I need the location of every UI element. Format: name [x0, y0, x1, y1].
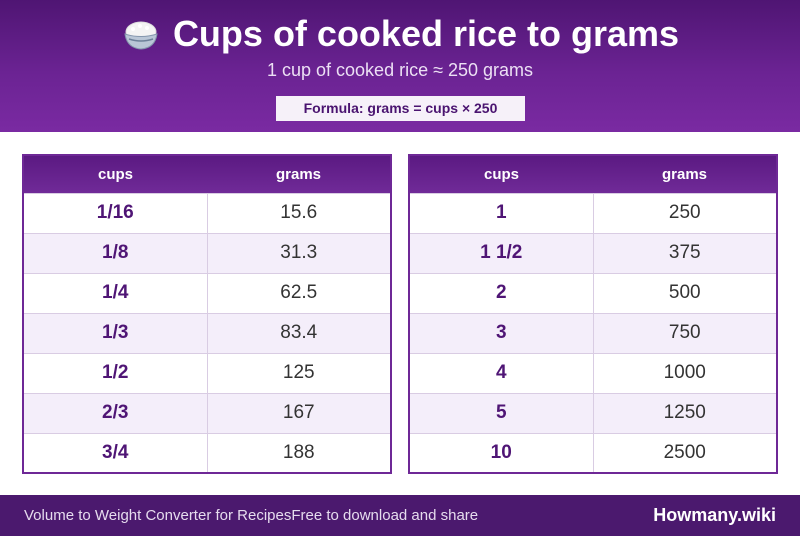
- grams-cell: 1000: [593, 352, 777, 393]
- cups-cell: 4: [409, 352, 594, 393]
- cups-cell: 5: [409, 392, 594, 433]
- grams-cell: 31.3: [207, 232, 391, 273]
- table-header-row: cups grams: [23, 155, 391, 193]
- cups-cell: 3: [409, 312, 594, 353]
- conversion-table-small: cups grams 1/16 15.6 1/8 31.3 1/4 62.5 1…: [22, 154, 392, 474]
- grams-cell: 2500: [593, 432, 777, 473]
- table-row: 1 250: [409, 192, 777, 233]
- table-row: 5 1250: [409, 392, 777, 433]
- grams-cell: 15.6: [207, 192, 391, 233]
- cups-cell: 3/4: [23, 432, 208, 473]
- cups-cell: 1/2: [23, 352, 208, 393]
- grams-cell: 62.5: [207, 272, 391, 313]
- table-header-row: cups grams: [409, 155, 777, 193]
- table-row: 1/2 125: [23, 352, 391, 393]
- subtitle: 1 cup of cooked rice ≈ 250 grams: [266, 60, 534, 80]
- grams-cell: 1250: [593, 392, 777, 433]
- cups-cell: 1/8: [23, 232, 208, 273]
- table-row: 1/4 62.5: [23, 272, 391, 313]
- table-row: 1/16 15.6: [23, 192, 391, 233]
- grams-cell: 188: [207, 432, 391, 473]
- cups-cell: 1/3: [23, 312, 208, 353]
- table-row: 3 750: [409, 312, 777, 353]
- rice-bowl-icon: [121, 15, 161, 53]
- page-title: Cups of cooked rice to grams: [0, 12, 800, 56]
- table-row: 3/4 188: [23, 432, 391, 473]
- table-row: 10 2500: [409, 432, 777, 473]
- cups-cell: 1/4: [23, 272, 208, 313]
- grams-cell: 500: [593, 272, 777, 313]
- conversion-table-large: cups grams 1 250 1 1/2 375 2 500 3 750 4…: [408, 154, 778, 474]
- footer-brand: Howmany.wiki: [653, 505, 776, 525]
- column-header-grams: grams: [593, 155, 777, 193]
- header-banner: Cups of cooked rice to grams 1 cup of co…: [0, 0, 800, 132]
- table-row: 1/8 31.3: [23, 232, 391, 273]
- cups-cell: 1: [409, 192, 594, 233]
- footer-bar: Volume to Weight Converter for RecipesFr…: [0, 495, 800, 536]
- table-row: 2 500: [409, 272, 777, 313]
- grams-cell: 83.4: [207, 312, 391, 353]
- grams-cell: 375: [593, 232, 777, 273]
- grams-cell: 750: [593, 312, 777, 353]
- grams-cell: 167: [207, 392, 391, 433]
- table-row: 1 1/2 375: [409, 232, 777, 273]
- column-header-cups: cups: [409, 155, 593, 193]
- column-header-grams: grams: [207, 155, 391, 193]
- cups-cell: 1 1/2: [409, 232, 594, 273]
- page-title-text: Cups of cooked rice to grams: [172, 13, 680, 54]
- cups-cell: 2/3: [23, 392, 208, 433]
- cups-cell: 2: [409, 272, 594, 313]
- grams-cell: 250: [593, 192, 777, 233]
- table-row: 4 1000: [409, 352, 777, 393]
- table-row: 1/3 83.4: [23, 312, 391, 353]
- formula-badge: Formula: grams = cups × 250: [276, 96, 525, 121]
- grams-cell: 125: [207, 352, 391, 393]
- table-row: 2/3 167: [23, 392, 391, 433]
- column-header-cups: cups: [23, 155, 207, 193]
- cups-cell: 1/16: [23, 192, 208, 233]
- cups-cell: 10: [409, 432, 594, 473]
- footer-tagline: Volume to Weight Converter for RecipesFr…: [24, 507, 479, 524]
